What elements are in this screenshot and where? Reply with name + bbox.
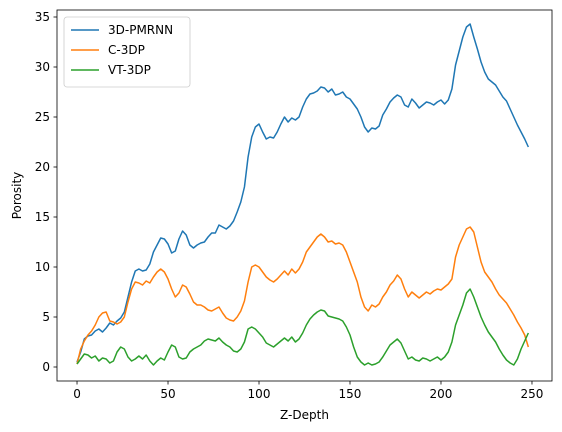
series-layer — [76, 23, 530, 366]
legend: 3D-PMRNN C-3DP VT-3DP — [63, 16, 191, 88]
legend-label-2: C-3DP — [108, 43, 145, 57]
axes-layer: 0 50 100 150 200 250 0 5 10 15 20 25 30 35 — [35, 10, 544, 401]
x-tick-label: 100 — [248, 387, 271, 401]
series-line-2 — [76, 226, 530, 365]
plot-frame — [56, 9, 553, 382]
y-tick-label: 35 — [35, 10, 50, 24]
legend-label-1: 3D-PMRNN — [108, 23, 173, 37]
y-tick-label: 15 — [35, 210, 50, 224]
y-tick-label: 0 — [42, 360, 50, 374]
x-axis-title: Z-Depth — [280, 408, 329, 422]
series-line-1 — [76, 23, 530, 363]
x-tick-label: 50 — [160, 387, 175, 401]
y-tick-label: 10 — [35, 260, 50, 274]
x-tick-label: 0 — [73, 387, 81, 401]
y-tick-label: 30 — [35, 60, 50, 74]
y-tick-label: 25 — [35, 110, 50, 124]
y-axis-title: Porosity — [10, 172, 24, 220]
y-tick-label: 5 — [42, 310, 50, 324]
x-tick-label: 200 — [430, 387, 453, 401]
x-tick-label: 150 — [339, 387, 362, 401]
legend-label-3: VT-3DP — [108, 63, 151, 77]
y-tick-label: 20 — [35, 160, 50, 174]
series-line-3 — [76, 288, 530, 366]
x-tick-label: 250 — [521, 387, 544, 401]
